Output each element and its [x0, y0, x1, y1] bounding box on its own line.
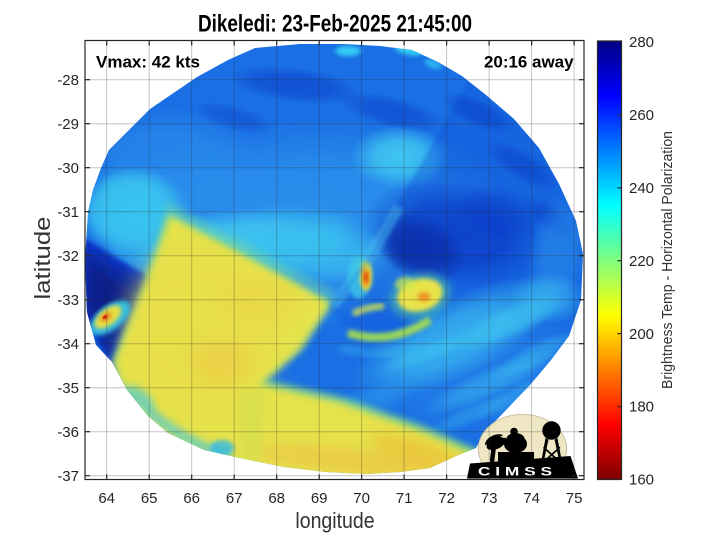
svg-text:-36: -36	[57, 424, 79, 441]
svg-text:-30: -30	[57, 160, 79, 177]
svg-text:64: 64	[98, 490, 115, 507]
svg-text:74: 74	[523, 490, 540, 507]
svg-text:-37: -37	[57, 468, 79, 485]
svg-text:-28: -28	[57, 72, 79, 89]
svg-text:66: 66	[183, 490, 200, 507]
svg-text:70: 70	[353, 490, 370, 507]
svg-text:280: 280	[629, 34, 654, 51]
svg-text:Vmax: 42 kts: Vmax: 42 kts	[96, 54, 200, 72]
svg-text:65: 65	[141, 490, 158, 507]
svg-text:73: 73	[481, 490, 498, 507]
svg-text:-35: -35	[57, 380, 79, 397]
svg-text:260: 260	[629, 107, 654, 124]
svg-text:220: 220	[629, 253, 654, 270]
svg-text:-32: -32	[57, 248, 79, 265]
svg-text:latitude: latitude	[30, 217, 55, 300]
svg-text:-31: -31	[57, 204, 79, 221]
svg-text:67: 67	[226, 490, 243, 507]
svg-text:180: 180	[629, 399, 654, 416]
svg-text:C I M S S: C I M S S	[478, 466, 552, 478]
svg-text:Dikeledi: 23-Feb-2025 21:45:00: Dikeledi: 23-Feb-2025 21:45:00	[198, 11, 472, 38]
svg-text:Brightness Temp - Horizontal P: Brightness Temp - Horizontal Polarizatio…	[659, 131, 676, 389]
svg-text:68: 68	[268, 490, 285, 507]
svg-text:20:16 away: 20:16 away	[484, 54, 574, 72]
svg-text:longitude: longitude	[295, 508, 374, 533]
svg-text:69: 69	[311, 490, 328, 507]
svg-text:240: 240	[629, 180, 654, 197]
svg-text:75: 75	[566, 490, 583, 507]
svg-text:-33: -33	[57, 292, 79, 309]
svg-text:200: 200	[629, 326, 654, 343]
svg-text:-34: -34	[57, 336, 79, 353]
svg-text:72: 72	[438, 490, 455, 507]
svg-text:71: 71	[396, 490, 413, 507]
svg-text:-29: -29	[57, 116, 79, 133]
svg-text:160: 160	[629, 472, 654, 489]
